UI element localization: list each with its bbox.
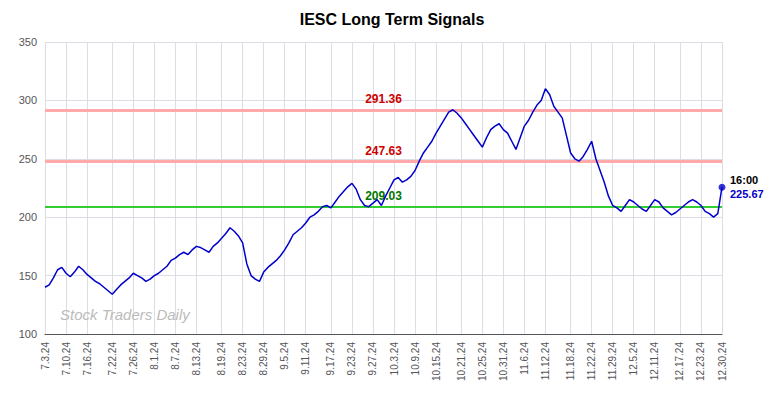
svg-text:12.23.24: 12.23.24 [695,342,706,381]
svg-text:8.13.24: 8.13.24 [191,342,202,376]
svg-text:9.5.24: 9.5.24 [279,342,290,370]
svg-text:12.11.24: 12.11.24 [649,342,660,381]
svg-text:7.16.24: 7.16.24 [82,342,93,376]
svg-text:11.22.24: 11.22.24 [586,342,597,381]
svg-text:7.10.24: 7.10.24 [61,342,72,376]
svg-text:247.63: 247.63 [365,144,402,158]
svg-text:12.30.24: 12.30.24 [717,342,728,381]
svg-text:11.18.24: 11.18.24 [565,342,576,381]
svg-text:8.29.24: 8.29.24 [258,342,269,376]
svg-text:11.12.24: 11.12.24 [540,342,551,381]
svg-text:11.6.24: 11.6.24 [519,342,530,375]
svg-text:16:00: 16:00 [730,174,758,186]
svg-text:8.7.24: 8.7.24 [170,342,181,370]
svg-text:7.22.24: 7.22.24 [107,342,118,376]
svg-text:150: 150 [19,270,37,282]
svg-text:11.29.24: 11.29.24 [607,342,618,381]
svg-text:100: 100 [19,328,37,340]
svg-text:9.17.24: 9.17.24 [325,342,336,376]
svg-text:10.3.24: 10.3.24 [389,342,400,376]
svg-text:7.3.24: 7.3.24 [40,342,51,370]
svg-text:10.25.24: 10.25.24 [477,342,488,381]
svg-text:IESC Long Term Signals: IESC Long Term Signals [300,11,485,28]
svg-text:200: 200 [19,211,37,223]
svg-text:209.03: 209.03 [365,188,402,203]
svg-text:10.9.24: 10.9.24 [410,342,421,376]
svg-text:10.21.24: 10.21.24 [456,342,467,381]
svg-text:225.67: 225.67 [730,188,764,200]
svg-text:250: 250 [19,153,37,165]
svg-text:291.36: 291.36 [365,92,402,106]
svg-text:12.5.24: 12.5.24 [628,342,639,376]
svg-text:7.26.24: 7.26.24 [128,342,139,376]
svg-text:9.23.24: 9.23.24 [346,342,357,376]
svg-text:300: 300 [19,94,37,106]
svg-text:350: 350 [19,36,37,48]
svg-text:12.17.24: 12.17.24 [674,342,685,381]
svg-text:8.23.24: 8.23.24 [237,342,248,376]
svg-text:9.27.24: 9.27.24 [367,342,378,376]
svg-text:10.31.24: 10.31.24 [498,342,509,381]
svg-text:10.15.24: 10.15.24 [431,342,442,381]
svg-text:Stock Traders Daily: Stock Traders Daily [60,306,191,323]
svg-text:8.1.24: 8.1.24 [149,342,160,370]
svg-text:8.19.24: 8.19.24 [216,342,227,376]
svg-text:9.11.24: 9.11.24 [300,342,311,375]
